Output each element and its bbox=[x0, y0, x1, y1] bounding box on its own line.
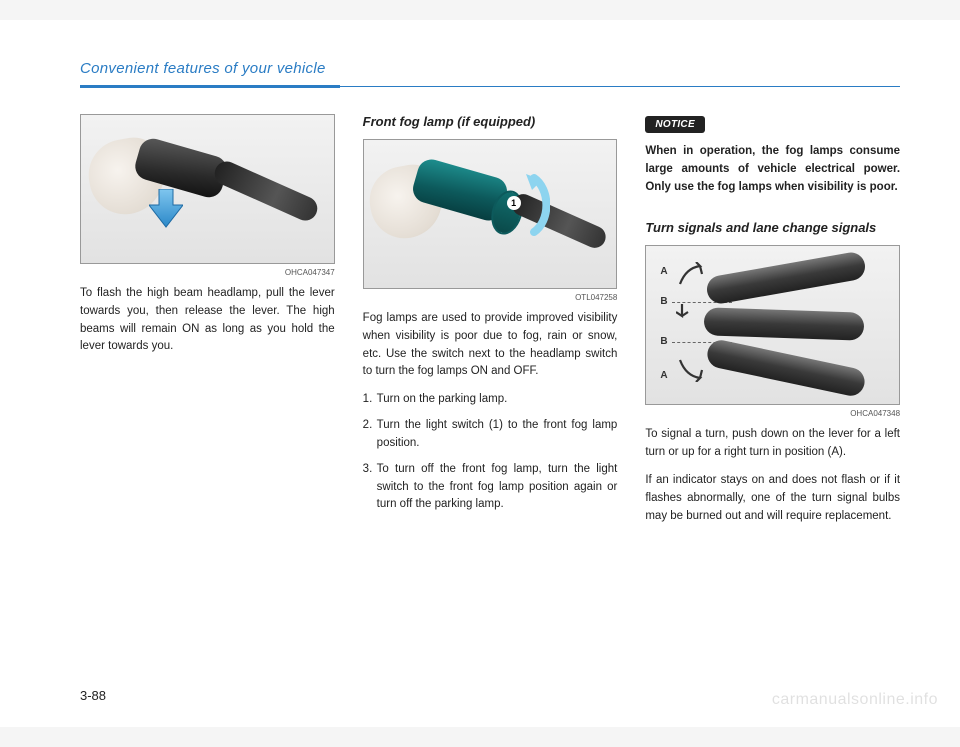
figure-code: OHCA047347 bbox=[80, 268, 335, 277]
watermark: carmanualsonline.info bbox=[772, 691, 938, 709]
arrow-down-icon bbox=[149, 189, 183, 229]
header-rule bbox=[80, 85, 900, 88]
marker-a-top: A bbox=[660, 266, 667, 277]
figure-fog-lamp: 1 bbox=[363, 139, 618, 289]
figure-code: OTL047258 bbox=[363, 293, 618, 302]
turn-signal-text-2: If an indicator stays on and does not fl… bbox=[645, 472, 900, 525]
marker-b-top: B bbox=[660, 296, 667, 307]
step-2: Turn the light switch (1) to the front f… bbox=[363, 417, 618, 453]
column-1: OHCA047347 To flash the high beam headla… bbox=[80, 114, 335, 536]
step-3: To turn off the front fog lamp, turn the… bbox=[363, 461, 618, 514]
page-number: 3-88 bbox=[80, 688, 106, 703]
high-beam-text: To flash the high beam headlamp, pull th… bbox=[80, 285, 335, 356]
section-title: Convenient features of your vehicle bbox=[80, 60, 326, 77]
figure-code: OHCA047348 bbox=[645, 409, 900, 418]
lever-position-down bbox=[705, 338, 867, 399]
lever-position-up bbox=[705, 251, 867, 306]
figure-high-beam-flash bbox=[80, 114, 335, 264]
content-columns: OHCA047347 To flash the high beam headla… bbox=[80, 114, 900, 536]
column-2: Front fog lamp (if equipped) 1 OTL047258… bbox=[363, 114, 618, 536]
column-3: NOTICE When in operation, the fog lamps … bbox=[645, 114, 900, 536]
lever-stalk bbox=[211, 158, 321, 225]
notice-text: When in operation, the fog lamps consume… bbox=[645, 143, 900, 196]
lever-position-mid bbox=[704, 308, 865, 342]
arrow-down-icon bbox=[676, 356, 704, 382]
arrow-up-icon bbox=[676, 262, 704, 288]
page-header: Convenient features of your vehicle bbox=[80, 60, 900, 77]
marker-a-bottom: A bbox=[660, 370, 667, 381]
manual-page: Convenient features of your vehicle bbox=[0, 20, 960, 727]
marker-b-bottom: B bbox=[660, 336, 667, 347]
notice-badge: NOTICE bbox=[645, 116, 705, 133]
turn-signal-heading: Turn signals and lane change signals bbox=[645, 220, 900, 235]
figure-turn-signals: A B B A bbox=[645, 245, 900, 405]
rule-accent bbox=[80, 85, 340, 88]
fog-lamp-heading: Front fog lamp (if equipped) bbox=[363, 114, 618, 129]
callout-1: 1 bbox=[507, 196, 521, 210]
arrow-down-small-icon bbox=[676, 302, 698, 324]
rule-rest bbox=[340, 86, 900, 87]
step-1: Turn on the parking lamp. bbox=[363, 391, 618, 409]
fog-lamp-steps: Turn on the parking lamp. Turn the light… bbox=[363, 391, 618, 514]
turn-signal-text-1: To signal a turn, push down on the lever… bbox=[645, 426, 900, 462]
fog-lamp-intro: Fog lamps are used to provide improved v… bbox=[363, 310, 618, 381]
